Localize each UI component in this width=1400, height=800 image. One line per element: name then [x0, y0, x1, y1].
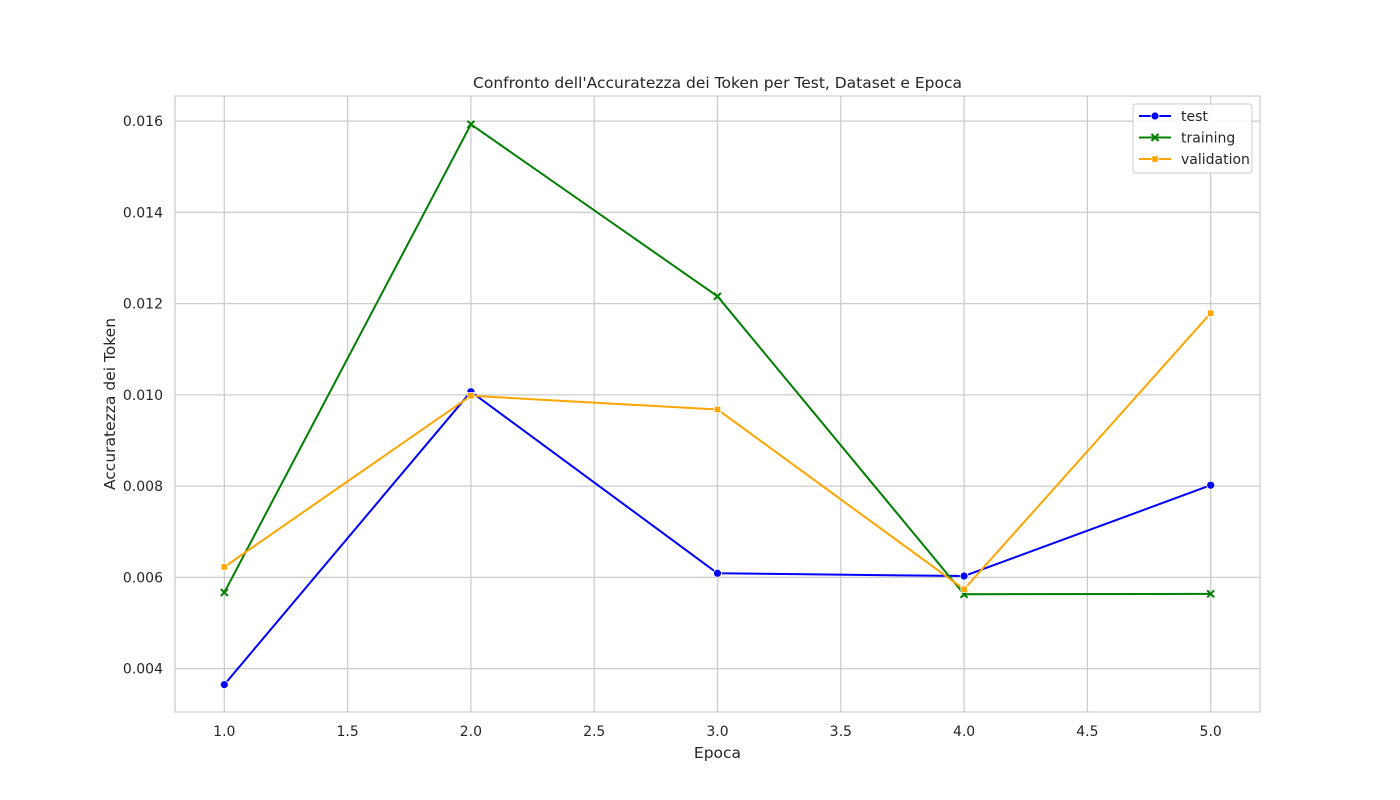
x-tick-label: 2.5	[583, 724, 605, 740]
data-point-training	[466, 120, 476, 129]
legend-label: test	[1181, 109, 1208, 125]
data-point-training	[1206, 589, 1215, 599]
y-tick-label: 0.006	[123, 570, 163, 586]
data-point-training	[713, 292, 722, 301]
legend-marker	[1150, 111, 1160, 121]
y-tick-label: 0.004	[123, 662, 163, 678]
legend-item-test: test	[1139, 109, 1208, 125]
data-point-validation	[220, 563, 228, 571]
data-point-test	[1206, 480, 1216, 490]
x-tick-label: 1.0	[213, 724, 235, 740]
y-tick-label: 0.010	[123, 388, 163, 404]
y-tick-label: 0.012	[123, 297, 163, 313]
data-point-validation	[960, 585, 968, 593]
x-tick-label: 4.5	[1076, 724, 1098, 740]
y-axis-label: Accuratezza dei Token	[101, 318, 119, 490]
y-tick-label: 0.008	[123, 479, 163, 495]
x-tick-label: 1.5	[336, 724, 358, 740]
data-point-validation	[1207, 309, 1215, 317]
x-tick-label: 4.0	[953, 724, 975, 740]
x-tick-label: 2.0	[460, 724, 482, 740]
x-tick-label: 3.5	[830, 724, 852, 740]
legend-marker	[1151, 155, 1159, 163]
data-point-test	[219, 680, 229, 690]
legend-label: validation	[1181, 152, 1250, 168]
series-lines	[219, 120, 1216, 690]
legend-marker	[1150, 133, 1160, 142]
legend: test training validation	[1132, 103, 1253, 174]
data-point-validation	[467, 392, 475, 400]
chart-title: Confronto dell'Accuratezza dei Token per…	[473, 74, 962, 92]
legend-label: training	[1181, 131, 1235, 147]
data-point-test	[713, 568, 722, 578]
y-tick-label: 0.014	[123, 205, 163, 221]
plot-frame	[174, 95, 1261, 713]
legend-item-training: training	[1139, 131, 1235, 147]
data-point-validation	[713, 405, 722, 414]
x-axis-label: Epoca	[694, 744, 741, 762]
series-validation	[220, 309, 1215, 593]
legend-item-validation: validation	[1139, 152, 1250, 168]
y-tick-label: 0.016	[123, 114, 163, 130]
x-tick-label: 5.0	[1200, 724, 1222, 740]
legend-box	[1132, 103, 1253, 174]
data-point-training	[220, 588, 229, 597]
x-tick-label: 3.0	[706, 724, 728, 740]
data-point-test	[959, 571, 969, 581]
axis-ticks: 1.0 1.5 2.0 2.5 3.0 3.5 4.0 4.5 5.0 0.004 0.006 0.0…	[123, 114, 1222, 740]
